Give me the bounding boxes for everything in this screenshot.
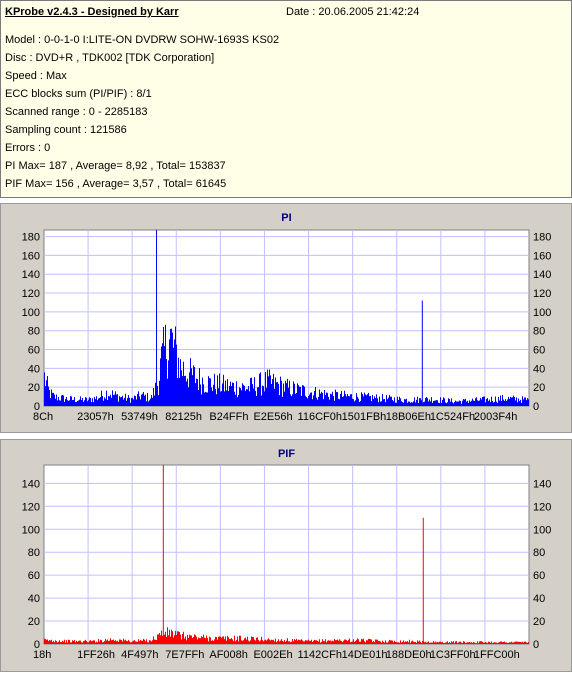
y-tick-label-left: 80 xyxy=(28,547,40,559)
info-errors: Errors : 0 xyxy=(5,142,51,154)
info-sampling: Sampling count : 121586 xyxy=(5,124,127,136)
y-tick-label-left: 180 xyxy=(22,232,40,244)
y-tick-label-left: 120 xyxy=(22,288,40,300)
y-tick-label-left: 20 xyxy=(28,616,40,628)
y-tick-label-right: 20 xyxy=(533,382,545,394)
y-tick-label-right: 120 xyxy=(533,288,551,300)
y-tick-label-right: 60 xyxy=(533,345,545,357)
x-tick-label: E2E56h xyxy=(253,411,292,423)
y-tick-label-left: 140 xyxy=(22,478,40,490)
pi-chart-panel: PI 0 0 20 20 40 40 60 60 80 80 100 100 120 120 140 140 16… xyxy=(0,203,572,433)
x-tick-label: AF008h xyxy=(209,649,248,661)
y-tick-label-right: 40 xyxy=(533,593,545,605)
info-speed: Speed : Max xyxy=(5,70,67,82)
plot-area xyxy=(43,464,530,645)
x-tick-label: 18h xyxy=(33,649,51,661)
y-tick-label-left: 120 xyxy=(22,501,40,513)
y-tick-label-left: 100 xyxy=(22,307,40,319)
info-range: Scanned range : 0 - 2285183 xyxy=(5,106,148,118)
y-tick-label-right: 40 xyxy=(533,363,545,375)
chart-title: PI xyxy=(281,212,291,224)
x-tick-label: 82125h xyxy=(165,411,202,423)
pif-chart: PIF 0 0 20 20 40 40 60 60 80 80 100 100 120 120 140 140 1… xyxy=(22,448,552,661)
y-tick-label-left: 0 xyxy=(34,639,40,651)
series-pi xyxy=(44,324,529,406)
info-model: Model : 0-0-1-0 I:LITE-ON DVDRW SOHW-169… xyxy=(5,34,280,46)
y-tick-label-left: 60 xyxy=(28,570,40,582)
y-tick-label-left: 20 xyxy=(28,382,40,394)
y-tick-label-right: 80 xyxy=(533,326,545,338)
y-tick-label-right: 120 xyxy=(533,501,551,513)
x-tick-label: 1FFC00h xyxy=(474,649,520,661)
info-ecc: ECC blocks sum (PI/PIF) : 8/1 xyxy=(5,88,152,100)
y-tick-label-left: 60 xyxy=(28,345,40,357)
y-tick-label-left: 40 xyxy=(28,593,40,605)
x-tick-label: 1142CFh xyxy=(298,649,342,661)
x-tick-label: 1501FBh xyxy=(342,411,387,423)
x-tick-label: 14DE01h xyxy=(342,649,388,661)
chart-title: PIF xyxy=(278,448,295,460)
info-pi-stats: PI Max= 187 , Average= 8,92 , Total= 153… xyxy=(5,160,226,172)
y-tick-label-right: 60 xyxy=(533,570,545,582)
y-tick-label-left: 40 xyxy=(28,363,40,375)
y-tick-label-left: 100 xyxy=(22,524,40,536)
y-tick-label-left: 160 xyxy=(22,250,40,262)
x-tick-label: 1FF26h xyxy=(77,649,115,661)
series-pif xyxy=(44,627,529,644)
x-tick-label: B24FFh xyxy=(209,411,248,423)
y-tick-label-right: 140 xyxy=(533,478,551,490)
y-tick-label-right: 20 xyxy=(533,616,545,628)
info-panel: KProbe v2.4.3 - Designed by Karr Date : … xyxy=(0,0,572,198)
x-tick-label: 23057h xyxy=(77,411,114,423)
x-tick-label: 188DE0h xyxy=(386,649,432,661)
info-pif-stats: PIF Max= 156 , Average= 3,57 , Total= 61… xyxy=(5,178,227,190)
pif-chart-panel: PIF 0 0 20 20 40 40 60 60 80 80 100 100 120 120 140 140 1… xyxy=(0,439,572,672)
y-tick-label-left: 0 xyxy=(34,401,40,413)
y-tick-label-left: 140 xyxy=(22,269,40,281)
y-tick-label-right: 160 xyxy=(533,250,551,262)
y-tick-label-right: 100 xyxy=(533,524,551,536)
x-tick-label: 7E7FFh xyxy=(165,649,204,661)
y-tick-label-left: 80 xyxy=(28,326,40,338)
x-tick-label: 116CF0h xyxy=(298,411,342,423)
x-tick-label: 4F497h xyxy=(121,649,158,661)
x-tick-label: 1C524Fh xyxy=(430,411,475,423)
y-tick-label-right: 180 xyxy=(533,232,551,244)
y-tick-label-right: 80 xyxy=(533,547,545,559)
y-tick-label-right: 0 xyxy=(533,639,539,651)
y-tick-label-right: 100 xyxy=(533,307,551,319)
scan-date: Date : 20.06.2005 21:42:24 xyxy=(286,6,420,18)
plot-area xyxy=(43,229,530,407)
app-title: KProbe v2.4.3 - Designed by Karr xyxy=(5,6,179,18)
pi-chart: PI 0 0 20 20 40 40 60 60 80 80 100 100 120 120 140 140 16… xyxy=(22,212,552,423)
x-tick-label: E002Eh xyxy=(253,649,292,661)
x-tick-label: 8Ch xyxy=(33,411,53,423)
x-tick-label: 18B06Eh xyxy=(386,411,431,423)
x-tick-label: 2003F4h xyxy=(474,411,517,423)
y-tick-label-right: 140 xyxy=(533,269,551,281)
y-tick-label-right: 0 xyxy=(533,401,539,413)
x-tick-label: 1C3FF0h xyxy=(430,649,476,661)
x-tick-label: 53749h xyxy=(121,411,158,423)
info-disc: Disc : DVD+R , TDK002 [TDK Corporation] xyxy=(5,52,215,64)
